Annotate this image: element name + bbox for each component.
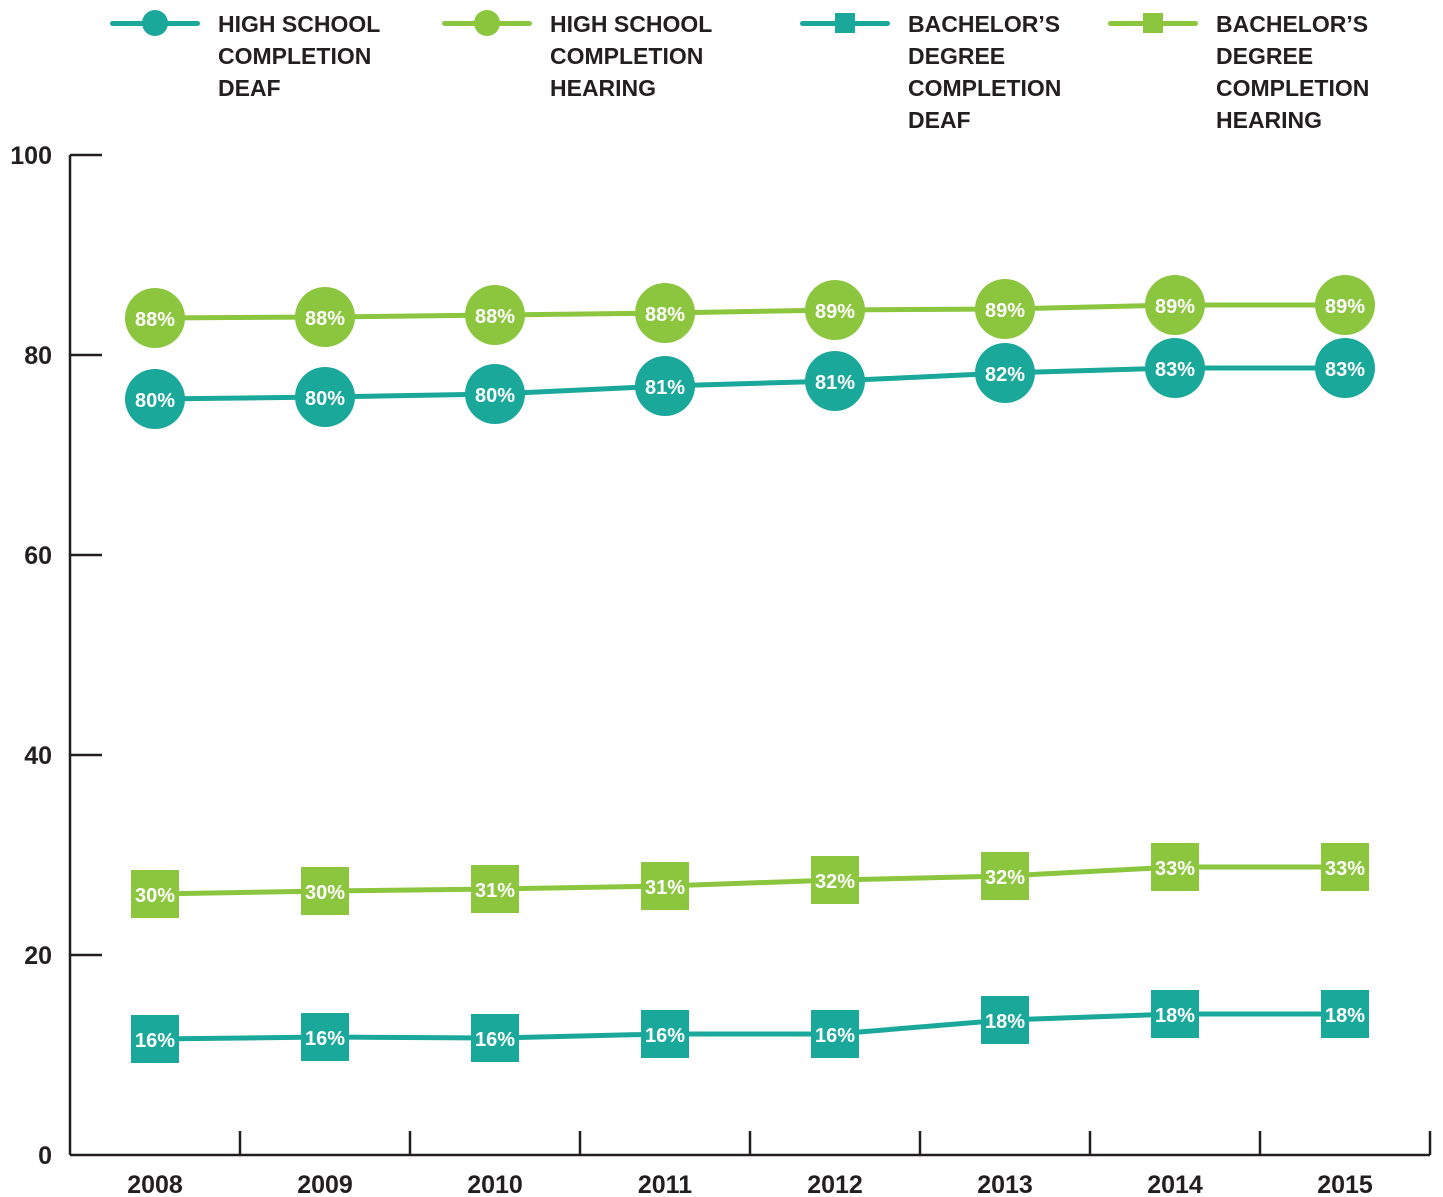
data-label: 88% bbox=[135, 309, 175, 331]
data-point bbox=[471, 865, 519, 913]
data-label: 81% bbox=[645, 377, 685, 399]
data-label: 18% bbox=[1325, 1005, 1365, 1027]
data-point bbox=[981, 852, 1029, 900]
data-label: 88% bbox=[475, 306, 515, 328]
data-point bbox=[301, 867, 349, 915]
data-label: 16% bbox=[645, 1025, 685, 1047]
data-label: 33% bbox=[1325, 858, 1365, 880]
x-tick-label: 2015 bbox=[1317, 1171, 1373, 1197]
legend-swatch-square-teal bbox=[800, 8, 890, 38]
data-label: 89% bbox=[815, 301, 855, 323]
legend-label: HIGH SCHOOL COMPLETION HEARING bbox=[550, 11, 713, 101]
data-point bbox=[975, 279, 1035, 339]
data-label: 32% bbox=[815, 871, 855, 893]
x-tick-label: 2008 bbox=[127, 1171, 183, 1197]
data-label: 31% bbox=[645, 877, 685, 899]
legend-swatch-circle-teal bbox=[110, 8, 200, 38]
data-label: 80% bbox=[305, 388, 345, 410]
legend: HIGH SCHOOL COMPLETION DEAF HIGH SCHOOL … bbox=[0, 8, 1443, 138]
data-label: 30% bbox=[305, 882, 345, 904]
data-point bbox=[1321, 990, 1369, 1038]
x-tick-label: 2012 bbox=[807, 1171, 863, 1197]
y-tick-label: 0 bbox=[38, 1142, 52, 1170]
data-point bbox=[465, 364, 525, 424]
data-label: 30% bbox=[135, 885, 175, 907]
data-label: 31% bbox=[475, 880, 515, 902]
data-label: 16% bbox=[815, 1025, 855, 1047]
data-point bbox=[641, 1010, 689, 1058]
data-point bbox=[975, 343, 1035, 403]
data-label: 32% bbox=[985, 867, 1025, 889]
data-point bbox=[301, 1013, 349, 1061]
data-point bbox=[125, 369, 185, 429]
data-label: 88% bbox=[645, 304, 685, 326]
data-label: 18% bbox=[1155, 1005, 1195, 1027]
data-label: 83% bbox=[1325, 359, 1365, 381]
data-label: 89% bbox=[1155, 296, 1195, 318]
x-tick-label: 2009 bbox=[297, 1171, 353, 1197]
legend-label: HIGH SCHOOL COMPLETION DEAF bbox=[218, 11, 381, 101]
data-label: 80% bbox=[475, 385, 515, 407]
x-tick-label: 2011 bbox=[638, 1171, 692, 1197]
series-line bbox=[154, 1011, 1345, 1042]
y-tick-label: 100 bbox=[10, 142, 52, 170]
data-label: 83% bbox=[1155, 359, 1195, 381]
legend-item-hs-hearing: HIGH SCHOOL COMPLETION HEARING bbox=[442, 8, 750, 104]
y-tick-label: 20 bbox=[24, 942, 52, 970]
data-point bbox=[805, 280, 865, 340]
series-line bbox=[154, 864, 1345, 897]
legend-item-ba-deaf: BACHELOR’S DEGREE COMPLETION DEAF bbox=[800, 8, 1108, 136]
data-point bbox=[641, 862, 689, 910]
data-point bbox=[295, 367, 355, 427]
x-tick-label: 2013 bbox=[977, 1171, 1033, 1197]
data-label: 88% bbox=[305, 308, 345, 330]
data-label: 81% bbox=[815, 372, 855, 394]
data-point bbox=[1145, 338, 1205, 398]
data-point bbox=[811, 1010, 859, 1058]
x-tick-label: 2014 bbox=[1147, 1171, 1203, 1197]
data-label: 16% bbox=[305, 1028, 345, 1050]
y-tick-label: 40 bbox=[24, 742, 52, 770]
data-label: 16% bbox=[135, 1030, 175, 1052]
data-point bbox=[981, 996, 1029, 1044]
data-label: 33% bbox=[1155, 858, 1195, 880]
data-point bbox=[125, 288, 185, 348]
data-label: 18% bbox=[985, 1011, 1025, 1033]
data-point bbox=[805, 351, 865, 411]
data-point bbox=[1151, 990, 1199, 1038]
y-tick-label: 80 bbox=[24, 342, 52, 370]
data-point bbox=[471, 1014, 519, 1062]
data-point bbox=[1315, 275, 1375, 335]
data-point bbox=[465, 285, 525, 345]
data-point bbox=[1151, 843, 1199, 891]
legend-swatch-square-green bbox=[1108, 8, 1198, 38]
data-point bbox=[1321, 843, 1369, 891]
data-label: 80% bbox=[135, 390, 175, 412]
legend-item-ba-hearing: BACHELOR’S DEGREE COMPLETION HEARING bbox=[1108, 8, 1416, 136]
data-label: 89% bbox=[985, 300, 1025, 322]
data-label: 16% bbox=[475, 1029, 515, 1051]
legend-label: BACHELOR’S DEGREE COMPLETION HEARING bbox=[1216, 11, 1370, 133]
data-label: 82% bbox=[985, 364, 1025, 386]
x-tick-label: 2010 bbox=[467, 1171, 523, 1197]
data-point bbox=[635, 356, 695, 416]
legend-swatch-circle-green bbox=[442, 8, 532, 38]
data-point bbox=[1145, 275, 1205, 335]
data-point bbox=[131, 870, 179, 918]
legend-label: BACHELOR’S DEGREE COMPLETION DEAF bbox=[908, 11, 1062, 133]
y-tick-label: 60 bbox=[24, 542, 52, 570]
legend-item-hs-deaf: HIGH SCHOOL COMPLETION DEAF bbox=[110, 8, 418, 104]
data-point bbox=[295, 287, 355, 347]
data-point bbox=[131, 1015, 179, 1063]
data-point bbox=[811, 856, 859, 904]
data-point bbox=[1315, 338, 1375, 398]
data-label: 89% bbox=[1325, 296, 1365, 318]
data-point bbox=[635, 283, 695, 343]
